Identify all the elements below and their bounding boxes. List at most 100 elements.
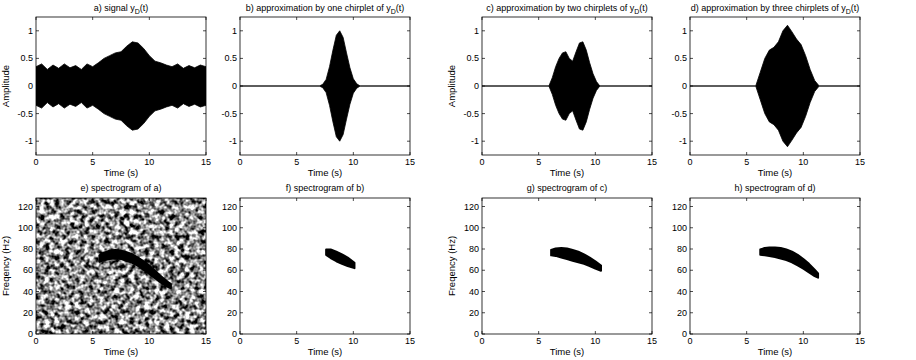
x-tick-label: 15 — [201, 336, 211, 346]
y-tick — [649, 86, 652, 87]
y-tick — [203, 86, 206, 87]
y-tick — [482, 249, 485, 250]
y-tick-label: 1 — [232, 26, 237, 36]
chirp-ridge — [551, 248, 601, 271]
y-tick — [240, 30, 243, 31]
y-tick — [649, 312, 652, 313]
plot-frame — [482, 17, 652, 155]
panel: 051015020406080100120h) spectrogram of d… — [672, 183, 865, 357]
x-tick — [296, 17, 297, 20]
y-tick — [857, 227, 860, 228]
y-tick-label: 0 — [474, 329, 479, 339]
y-tick — [203, 312, 206, 313]
panel: 051015020406080100120f) spectrogram of b… — [222, 183, 415, 357]
panel-title: d) approximation by three chirplets of y… — [691, 3, 860, 15]
x-tick-label: 0 — [687, 157, 692, 167]
x-tick — [482, 152, 483, 155]
y-tick — [407, 270, 410, 271]
y-tick-label: 100 — [18, 223, 33, 233]
x-tick — [860, 331, 861, 334]
chirp-ridge — [760, 247, 818, 277]
x-tick — [746, 152, 747, 155]
y-tick — [690, 291, 693, 292]
plot-background — [690, 17, 860, 155]
x-tick-label: 15 — [647, 336, 657, 346]
x-tick — [353, 152, 354, 155]
y-tick — [203, 334, 206, 335]
signal-envelope — [240, 31, 410, 141]
plot-area — [482, 17, 652, 155]
y-tick — [203, 141, 206, 142]
y-axis-title: Freqency (Hz) — [446, 236, 457, 296]
y-tick — [690, 334, 693, 335]
title-part: d) approximation by three chirplets of y — [691, 3, 847, 13]
y-tick-label: 1 — [682, 26, 687, 36]
plot-area — [690, 198, 860, 334]
plot-frame — [240, 198, 410, 334]
x-tick — [353, 331, 354, 334]
x-tick — [860, 198, 861, 201]
x-tick — [538, 152, 539, 155]
x-tick — [690, 198, 691, 201]
x-tick-label: 10 — [798, 336, 808, 346]
y-tick — [690, 30, 693, 31]
plot-frame — [690, 198, 860, 334]
y-tick — [203, 227, 206, 228]
x-tick-label: 5 — [536, 336, 541, 346]
y-tick-label: 0.5 — [466, 53, 479, 63]
x-tick-label: 0 — [479, 336, 484, 346]
plot-frame — [36, 198, 206, 334]
x-tick — [149, 17, 150, 20]
panel: 051015020406080100120e) spectrogram of a… — [0, 183, 211, 357]
y-tick — [36, 58, 39, 59]
y-tick — [482, 86, 485, 87]
y-tick-label: 0 — [232, 329, 237, 339]
y-tick — [36, 206, 39, 207]
y-tick — [482, 312, 485, 313]
signal-envelope — [690, 25, 860, 146]
y-axis-title: Amplitude — [446, 65, 457, 107]
y-tick — [690, 312, 693, 313]
x-tick — [149, 152, 150, 155]
x-tick — [410, 198, 411, 201]
y-tick — [649, 206, 652, 207]
panel-title: a) signal yD(t) — [94, 3, 149, 15]
figure: 051015-1-0.500.51a) signal yD(t)Time (s)… — [0, 0, 916, 360]
plot-background — [36, 198, 206, 334]
x-tick — [92, 17, 93, 20]
y-tick — [690, 141, 693, 142]
y-tick-label: 60 — [227, 265, 237, 275]
y-tick-label: 1 — [28, 26, 33, 36]
y-tick — [240, 249, 243, 250]
x-tick — [206, 17, 207, 20]
y-tick — [240, 58, 243, 59]
y-tick — [240, 312, 243, 313]
y-tick-label: 20 — [469, 308, 479, 318]
y-tick — [649, 58, 652, 59]
panel: 051015-1-0.500.51d) approximation by thr… — [671, 3, 865, 178]
y-tick — [240, 334, 243, 335]
y-tick — [482, 30, 485, 31]
signal-envelope — [36, 42, 206, 130]
title-part: (t) — [851, 3, 860, 13]
x-tick-label: 10 — [798, 157, 808, 167]
x-tick — [652, 17, 653, 20]
x-tick — [240, 17, 241, 20]
y-tick — [857, 113, 860, 114]
y-tick-label: 40 — [677, 287, 687, 297]
y-tick — [240, 141, 243, 142]
x-axis-title: Time (s) — [550, 346, 584, 357]
y-tick — [690, 58, 693, 59]
x-axis-title: Time (s) — [308, 167, 342, 178]
y-tick-label: -1 — [229, 136, 237, 146]
y-tick-label: 20 — [23, 308, 33, 318]
y-tick-label: 100 — [222, 223, 237, 233]
y-tick-label: 60 — [677, 265, 687, 275]
plot-frame — [482, 198, 652, 334]
y-tick-label: 0 — [232, 81, 237, 91]
panel-title: e) spectrogram of a) — [80, 183, 161, 193]
y-tick-label: -1 — [471, 136, 479, 146]
y-tick — [240, 113, 243, 114]
plot-background — [240, 17, 410, 155]
plot-area — [690, 17, 860, 155]
